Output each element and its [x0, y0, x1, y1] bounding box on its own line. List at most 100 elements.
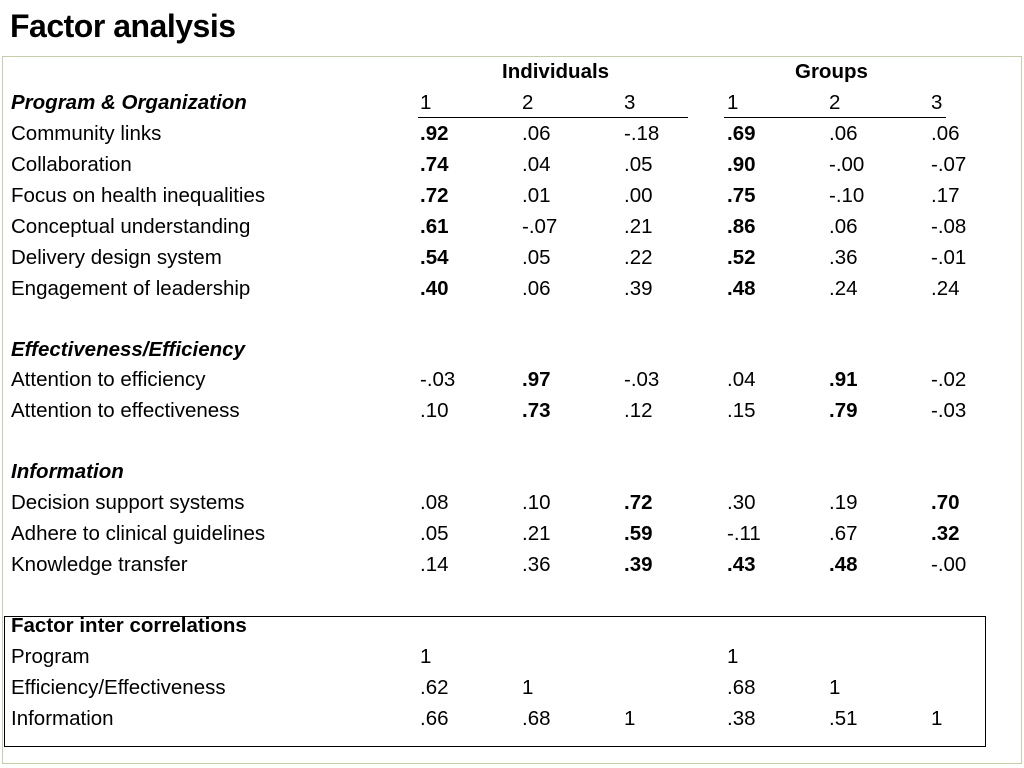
- table-cell: -.03: [931, 399, 967, 422]
- table-cell: .62: [420, 676, 449, 699]
- table-cell: -.03: [420, 368, 456, 391]
- table-cell: .90: [727, 153, 756, 176]
- table-cell: .04: [727, 368, 756, 391]
- table-cell: -.18: [624, 122, 660, 145]
- table-cell: .06: [829, 215, 858, 238]
- row-label: Efficiency/Effectiveness: [11, 676, 226, 699]
- table-cell: .19: [829, 491, 858, 514]
- table-cell: .06: [522, 122, 551, 145]
- table-cell: 1: [522, 676, 534, 699]
- table-cell: 1: [624, 707, 636, 730]
- table-cell: -.00: [931, 553, 967, 576]
- table-cell: .21: [624, 215, 653, 238]
- table-cell: .72: [624, 491, 653, 514]
- table-cell: .10: [420, 399, 449, 422]
- table-cell: .01: [522, 184, 551, 207]
- row-label: Focus on health inequalities: [11, 184, 266, 207]
- table-cell: .91: [829, 368, 858, 391]
- table-cell: .36: [522, 553, 551, 576]
- table-cell: -.11: [727, 522, 761, 545]
- table-row: Community links .92 .06 -.18 .69 .06 .06: [0, 118, 1024, 149]
- row-label: Conceptual understanding: [11, 215, 251, 238]
- table-cell: 1: [829, 676, 841, 699]
- table-cell: .86: [727, 215, 756, 238]
- row-label: Collaboration: [11, 153, 132, 176]
- row-label: Information: [11, 707, 114, 730]
- table-row: Efficiency/Effectiveness .62 1 .68 1: [0, 672, 1024, 703]
- table-cell: .06: [522, 277, 551, 300]
- table-cell: -.07: [931, 153, 967, 176]
- factor-number: 3: [931, 91, 943, 114]
- table-cell: .17: [931, 184, 960, 207]
- row-label: Community links: [11, 122, 162, 145]
- row-label: Decision support systems: [11, 491, 245, 514]
- table-cell: -.02: [931, 368, 967, 391]
- correlations-heading-row: Factor inter correlations: [0, 610, 1024, 641]
- table-cell: .32: [931, 522, 960, 545]
- table-cell: .06: [931, 122, 960, 145]
- table-cell: .00: [624, 184, 653, 207]
- table-row: Adhere to clinical guidelines .05 .21 .5…: [0, 518, 1024, 549]
- row-label: Delivery design system: [11, 246, 222, 269]
- row-label: Adhere to clinical guidelines: [11, 522, 266, 545]
- table-row: Information .66 .68 1 .38 .51 1: [0, 703, 1024, 734]
- table-cell: .79: [829, 399, 858, 422]
- table-cell: .14: [420, 553, 449, 576]
- slide-title: Factor analysis: [10, 8, 236, 44]
- table-cell: .92: [420, 122, 449, 145]
- group-header-row: Individuals Groups: [0, 56, 1024, 87]
- correlations-box: [4, 616, 986, 747]
- section-heading-correlations: Factor inter correlations: [11, 614, 247, 637]
- table-cell: -.03: [624, 368, 660, 391]
- table-cell: .69: [727, 122, 756, 145]
- table-cell: .36: [829, 246, 858, 269]
- table-cell: .38: [727, 707, 756, 730]
- table-cell: .48: [727, 277, 756, 300]
- table-cell: .97: [522, 368, 551, 391]
- table-cell: .68: [727, 676, 756, 699]
- table-cell: .05: [522, 246, 551, 269]
- table-cell: .67: [829, 522, 858, 545]
- table-cell: .48: [829, 553, 858, 576]
- table-cell: -.10: [829, 184, 865, 207]
- table-cell: 1: [727, 645, 739, 668]
- table-cell: .08: [420, 491, 449, 514]
- table-cell: .10: [522, 491, 551, 514]
- factor-number: 2: [829, 91, 841, 114]
- table-cell: .39: [624, 277, 653, 300]
- factor-number: 3: [624, 91, 636, 114]
- row-label: Knowledge transfer: [11, 553, 188, 576]
- table-cell: .05: [624, 153, 653, 176]
- row-label: Attention to effectiveness: [11, 399, 240, 422]
- table-cell: .24: [829, 277, 858, 300]
- table-cell: .75: [727, 184, 756, 207]
- table-cell: .54: [420, 246, 449, 269]
- information-heading-row: Information: [0, 456, 1024, 487]
- table-cell: .72: [420, 184, 449, 207]
- table-cell: .66: [420, 707, 449, 730]
- table-row: Attention to efficiency -.03 .97 -.03 .0…: [0, 364, 1024, 395]
- table-cell: .04: [522, 153, 551, 176]
- effectiveness-heading-row: Effectiveness/Efficiency: [0, 334, 1024, 365]
- row-label: Attention to efficiency: [11, 368, 206, 391]
- factor-number: 2: [522, 91, 534, 114]
- factor-number: 1: [727, 91, 739, 114]
- table-row: Program 1 1: [0, 641, 1024, 672]
- table-row: Focus on health inequalities .72 .01 .00…: [0, 180, 1024, 211]
- group-individuals: Individuals: [502, 60, 610, 83]
- table-cell: .68: [522, 707, 551, 730]
- table-cell: -.00: [829, 153, 865, 176]
- table-cell: -.08: [931, 215, 967, 238]
- table-row: Delivery design system .54 .05 .22 .52 .…: [0, 242, 1024, 273]
- section-heading-program: Program & Organization: [11, 91, 247, 114]
- group-groups: Groups: [795, 60, 868, 83]
- table-cell: .74: [420, 153, 449, 176]
- table-cell: .06: [829, 122, 858, 145]
- table-cell: 1: [931, 707, 943, 730]
- table-cell: .39: [624, 553, 653, 576]
- section-heading-information: Information: [11, 460, 124, 483]
- table-cell: .40: [420, 277, 449, 300]
- table-cell: .52: [727, 246, 756, 269]
- table-cell: .24: [931, 277, 960, 300]
- table-row: Conceptual understanding .61 -.07 .21 .8…: [0, 211, 1024, 242]
